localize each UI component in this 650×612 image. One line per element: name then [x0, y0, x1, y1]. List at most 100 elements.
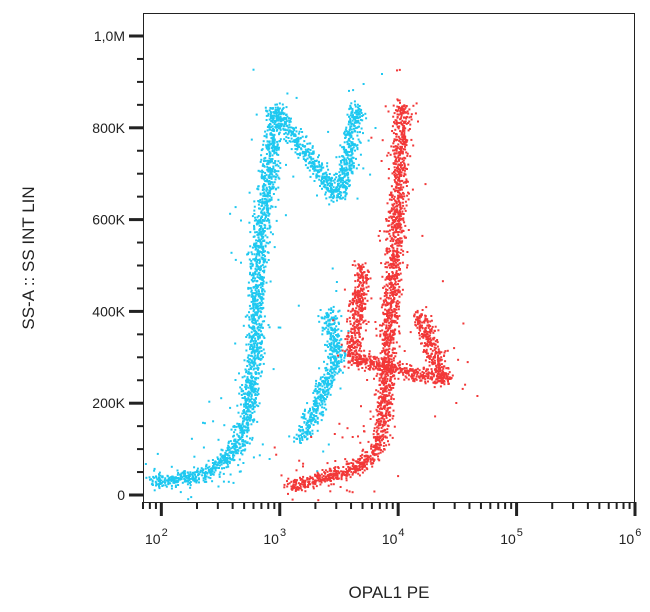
scatter-point [388, 392, 391, 394]
scatter-point [389, 304, 392, 307]
scatter-point [266, 227, 269, 230]
scatter-point [389, 289, 392, 292]
scatter-point [349, 148, 352, 151]
scatter-point [340, 477, 343, 480]
scatter-point [341, 472, 344, 475]
scatter-point [335, 156, 338, 159]
scatter-point [261, 208, 264, 211]
scatter-point [270, 117, 272, 119]
scatter-point [341, 183, 344, 186]
scatter-point [405, 178, 408, 181]
scatter-point [260, 177, 263, 180]
scatter-point [403, 221, 406, 224]
scatter-point [233, 442, 236, 445]
scatter-point [213, 471, 216, 474]
scatter-point [257, 332, 260, 335]
scatter-point [364, 112, 367, 115]
scatter-point [255, 283, 258, 286]
scatter-point [340, 473, 343, 476]
scatter-point [392, 232, 395, 234]
scatter-point [246, 356, 249, 359]
scatter-point [379, 422, 382, 425]
scatter-point [378, 446, 381, 449]
scatter-point [331, 196, 334, 199]
scatter-point [359, 131, 361, 134]
scatter-point [254, 242, 257, 245]
scatter-point [271, 154, 274, 157]
scatter-point [248, 368, 250, 371]
scatter-point [254, 401, 257, 404]
scatter-point [382, 323, 385, 326]
scatter-point [313, 164, 316, 167]
scatter-point [372, 452, 375, 454]
scatter-point [253, 253, 256, 256]
scatter-point [386, 330, 389, 333]
scatter-point [254, 216, 257, 219]
scatter-point [311, 476, 314, 479]
scatter-point [401, 160, 404, 163]
scatter-point [256, 319, 259, 322]
scatter-point [268, 153, 271, 156]
scatter-point [335, 338, 338, 341]
scatter-point [326, 184, 329, 187]
scatter-point [189, 486, 192, 489]
scatter-point [259, 170, 262, 173]
scatter-point [301, 439, 304, 441]
scatter-point [331, 371, 334, 374]
scatter-point [253, 314, 256, 317]
scatter-point [394, 152, 397, 155]
scatter-point [250, 314, 253, 317]
scatter-point [266, 236, 269, 239]
scatter-point [244, 402, 247, 405]
scatter-point [333, 181, 336, 184]
scatter-point [233, 445, 235, 448]
scatter-point [344, 353, 347, 356]
scatter-point [389, 401, 392, 404]
scatter-point [400, 171, 403, 174]
scatter-point [338, 179, 340, 182]
scatter-point [255, 262, 258, 265]
scatter-point [266, 195, 269, 198]
scatter-point [236, 422, 239, 425]
scatter-point [254, 267, 257, 270]
scatter-point [338, 362, 341, 365]
scatter-point [379, 373, 382, 376]
scatter-point [257, 203, 260, 206]
scatter-point [351, 472, 354, 475]
scatter-point [337, 178, 340, 181]
scatter-point [381, 338, 384, 341]
scatter-point [318, 164, 321, 166]
scatter-point [255, 261, 258, 263]
scatter-point [335, 470, 338, 472]
scatter-point [327, 381, 329, 384]
scatter-point [248, 318, 251, 321]
scatter-point [399, 192, 402, 195]
scatter-point [259, 277, 262, 280]
scatter-point [286, 142, 289, 144]
scatter-point [404, 141, 407, 143]
scatter-point [243, 449, 246, 452]
scatter-point [264, 184, 267, 187]
scatter-point [214, 469, 217, 472]
scatter-point [401, 106, 404, 108]
scatter-point [387, 310, 390, 313]
scatter-point [265, 114, 268, 117]
scatter-point [204, 467, 207, 470]
scatter-point [386, 237, 389, 240]
scatter-point [247, 361, 250, 363]
scatter-point [202, 421, 204, 424]
scatter-point [299, 478, 302, 481]
scatter-point [268, 185, 271, 188]
scatter-point [388, 358, 391, 361]
scatter-point [272, 193, 275, 195]
scatter-point [400, 218, 403, 220]
scatter-point [295, 482, 298, 485]
scatter-point [310, 411, 313, 414]
scatter-point [323, 373, 326, 376]
scatter-point [383, 424, 386, 427]
scatter-point [271, 147, 274, 149]
scatter-point [271, 185, 274, 188]
scatter-point [400, 174, 403, 177]
scatter-point [330, 474, 332, 477]
scatter-point [312, 392, 315, 394]
